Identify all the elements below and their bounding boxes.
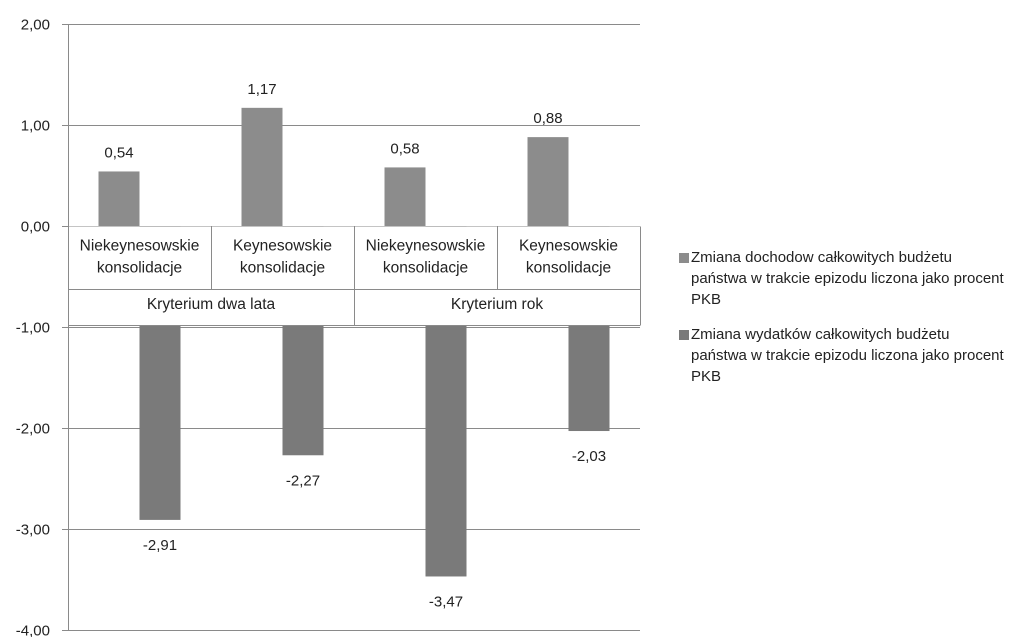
legend-item-expenditure: Zmiana wydatków całkowitych budżetu pańs… xyxy=(679,324,1009,387)
bars xyxy=(98,107,610,577)
legend-swatch-expenditure xyxy=(679,330,689,340)
data-label-series-0-0: 0,54 xyxy=(104,144,133,161)
y-tick-label: -2,00 xyxy=(16,421,50,438)
y-tick-label: 0,00 xyxy=(21,219,50,236)
category-label: konsolidacje xyxy=(383,260,468,277)
category-label: Niekeynesowskie xyxy=(80,238,200,255)
data-labels: 0,54 1,17 0,58 0,88 -2,91 -2,27 -3,47 -2,03 Niek… xyxy=(80,81,618,611)
legend-item-revenue: Zmiana dochodow całkowitych budżetu pańs… xyxy=(679,247,1009,310)
legend-swatch-revenue xyxy=(679,253,689,263)
y-tick-label: -1,00 xyxy=(16,320,50,337)
legend: Zmiana dochodow całkowitych budżetu pańs… xyxy=(679,247,1009,401)
data-label-series-1-2: -3,47 xyxy=(429,593,463,610)
y-axis-ticks: 2,00 1,00 0,00 -1,00 -2,00 -3,00 -4,00 xyxy=(16,17,69,637)
category-label: Keynesowskie xyxy=(233,238,332,255)
y-tick-label: -3,00 xyxy=(16,522,50,539)
category-label: konsolidacje xyxy=(240,260,325,277)
group-label: Kryterium rok xyxy=(451,296,543,313)
category-label: Keynesowskie xyxy=(519,238,618,255)
group-label: Kryterium dwa lata xyxy=(147,296,276,313)
data-label-series-0-2: 0,58 xyxy=(390,140,419,157)
legend-label-revenue: Zmiana dochodow całkowitych budżetu pańs… xyxy=(691,249,1004,308)
bar-series-0-2 xyxy=(384,167,426,226)
y-tick-label: 2,00 xyxy=(21,17,50,34)
category-label: konsolidacje xyxy=(97,260,182,277)
category-table: Kryterium dwa lata Kryterium rok xyxy=(68,226,641,326)
category-label: konsolidacje xyxy=(526,260,611,277)
bar-series-0-3 xyxy=(527,137,569,226)
data-label-series-0-3: 0,88 xyxy=(533,110,562,127)
y-tick-label: -4,00 xyxy=(16,623,50,637)
data-label-series-1-1: -2,27 xyxy=(286,472,320,489)
y-tick-label: 1,00 xyxy=(21,118,50,135)
data-label-series-1-3: -2,03 xyxy=(572,448,606,465)
data-label-series-0-1: 1,17 xyxy=(247,81,276,98)
bar-series-0-1 xyxy=(241,107,283,226)
category-label: Niekeynesowskie xyxy=(366,238,486,255)
legend-label-expenditure: Zmiana wydatków całkowitych budżetu pańs… xyxy=(691,326,1004,385)
data-label-series-1-0: -2,91 xyxy=(143,537,177,554)
bar-series-0-0 xyxy=(98,171,140,226)
